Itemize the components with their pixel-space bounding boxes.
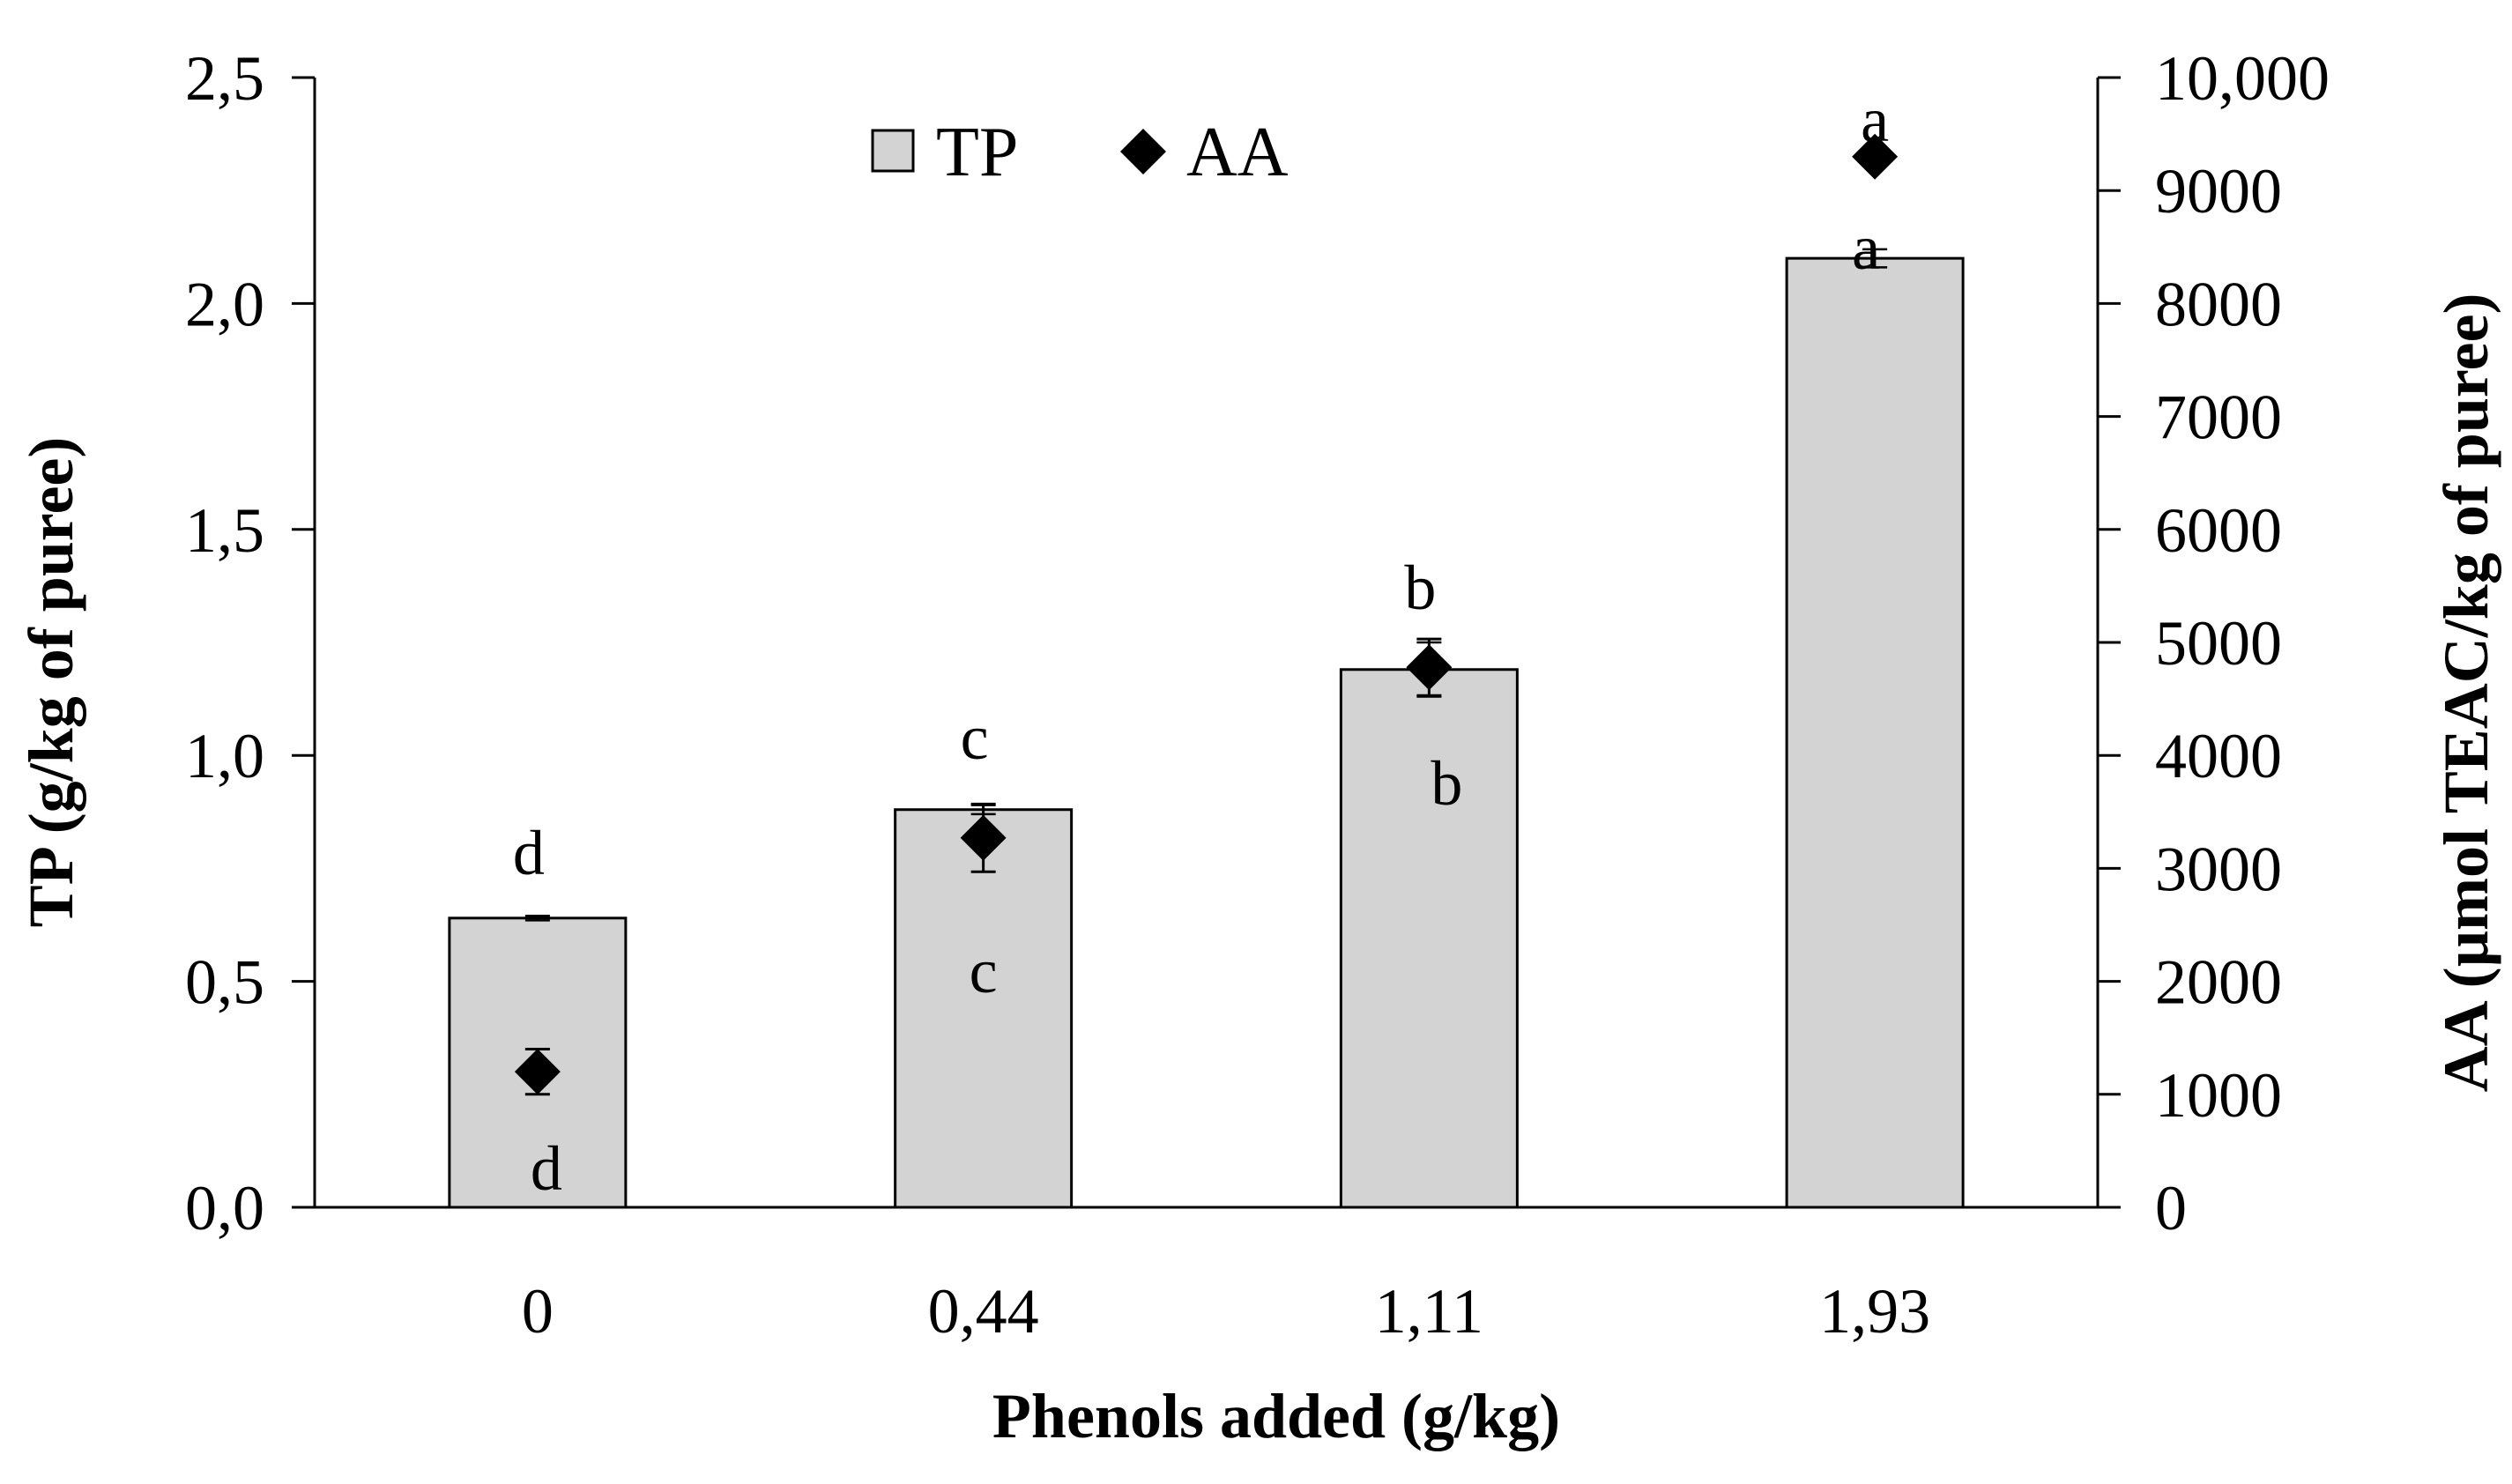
- aa-letter-3: a: [1861, 85, 1889, 155]
- legend-aa-label: AA: [1186, 114, 1289, 191]
- bar-tp-2: [1339, 668, 1519, 1209]
- y-tick-label-2: 1,0: [185, 721, 264, 791]
- y2-tick-label-5: 5000: [2155, 608, 2282, 679]
- y2-tick-label-7: 7000: [2155, 382, 2282, 453]
- x-axis-title: Phenols added (g/kg): [992, 1381, 1560, 1451]
- y-tick-label-5: 2,5: [185, 43, 264, 114]
- y-tick-label-4: 2,0: [185, 269, 264, 339]
- point-aa-3: [1852, 133, 1899, 180]
- y2-tick-label-1: 1000: [2155, 1060, 2282, 1131]
- legend-tp-label: TP: [936, 114, 1018, 191]
- tp-letter-2: b: [1404, 553, 1436, 623]
- aa-letter-0: d: [531, 1133, 562, 1204]
- y2-tick-label-10: 10,000: [2155, 43, 2330, 114]
- tp-letter-1: c: [961, 702, 989, 773]
- tp-letter-3: a: [1852, 212, 1880, 283]
- y-tick-label-3: 1,5: [185, 495, 264, 566]
- aa-letter-1: c: [970, 936, 998, 1006]
- x-tick-label-3: 1,93: [1819, 1276, 1930, 1347]
- y2-tick-label-4: 4000: [2155, 721, 2282, 791]
- point-aa-1: [960, 814, 1007, 861]
- y2-tick-label-2: 2000: [2155, 947, 2282, 1018]
- tp-letter-0: d: [513, 818, 545, 888]
- y2-tick-label-6: 6000: [2155, 495, 2282, 566]
- point-aa-0: [514, 1049, 561, 1095]
- x-tick-label-0: 0: [522, 1276, 554, 1347]
- y2-tick-label-9: 9000: [2155, 156, 2282, 226]
- bar-tp-3: [1785, 256, 1965, 1209]
- y2-tick-label-0: 0: [2155, 1173, 2187, 1243]
- y2-tick-label-3: 3000: [2155, 834, 2282, 904]
- point-aa-2: [1406, 644, 1453, 691]
- aa-letter-2: b: [1431, 748, 1462, 819]
- y-tick-label-0: 0,0: [185, 1173, 264, 1243]
- y-axis-title: TP (g/kg of puree): [16, 437, 86, 928]
- y2-tick-label-8: 8000: [2155, 269, 2282, 339]
- x-tick-label-1: 0,44: [928, 1276, 1039, 1347]
- x-tick-label-2: 1,11: [1375, 1276, 1483, 1347]
- y2-axis-title: AA (µmol TEAC/kg of puree): [2431, 293, 2501, 1093]
- y-tick-label-1: 0,5: [185, 947, 264, 1018]
- legend-tp-swatch: [871, 129, 915, 173]
- legend-aa-marker: [1120, 129, 1166, 174]
